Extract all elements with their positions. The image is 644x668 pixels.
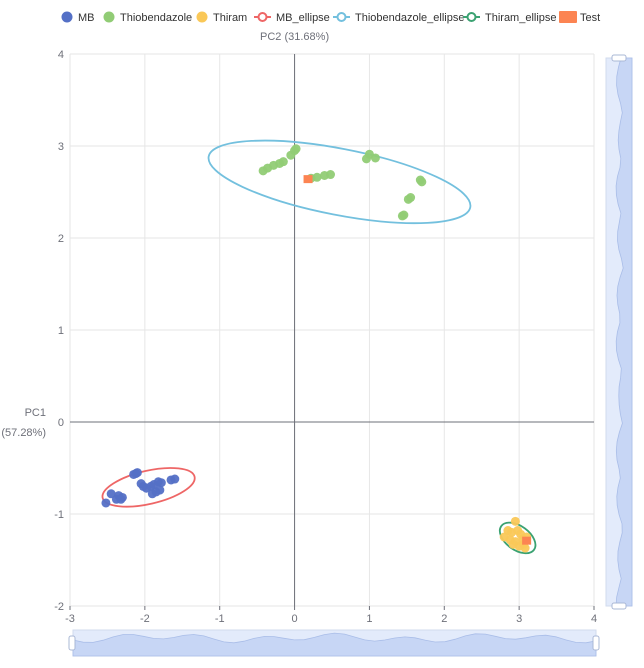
x-tick-label: 0 xyxy=(292,613,298,625)
y-tick-label: 1 xyxy=(58,325,64,337)
legend-label: MB xyxy=(78,12,95,24)
legend-item-test[interactable]: Test xyxy=(559,11,600,24)
data-point-thiram[interactable] xyxy=(510,516,520,526)
y-axis-title: PC2 (31.68%) xyxy=(260,31,329,43)
y-zoom-shadow xyxy=(615,57,633,607)
data-point-test[interactable] xyxy=(303,175,313,184)
legend-marker-dot xyxy=(336,12,347,22)
data-zoom-sliders[interactable] xyxy=(68,54,633,657)
legend-item-thiobendazole[interactable]: Thiobendazole xyxy=(103,11,193,25)
legend-label: Thiobendazole xyxy=(120,12,192,24)
y-tick-label: 2 xyxy=(58,233,64,245)
y-tick-label: 4 xyxy=(58,49,64,61)
data-point-mb[interactable] xyxy=(129,469,139,479)
x-tick-label: -1 xyxy=(215,613,225,625)
legend-label: Test xyxy=(580,12,600,24)
thiobendazole-ellipse xyxy=(207,139,472,225)
data-point-mb[interactable] xyxy=(101,498,111,508)
data-point-mb[interactable] xyxy=(156,478,166,488)
x-tick-label: 1 xyxy=(366,613,372,625)
data-point-thiram[interactable] xyxy=(520,543,530,553)
data-point-test[interactable] xyxy=(522,536,532,545)
y-tick-label: -1 xyxy=(54,509,64,521)
legend: MB Thiobendazole Thiram MB_ellipse Thiobenda… xyxy=(61,11,600,25)
x-axis-title-percent: (57.28%) xyxy=(1,427,46,439)
data-point-thiobendazole[interactable] xyxy=(417,177,427,187)
x-zoom-shadow xyxy=(72,632,597,657)
x-tick-label: 4 xyxy=(591,613,597,625)
data-point-mb[interactable] xyxy=(116,494,126,504)
x-tick-label: 2 xyxy=(441,613,447,625)
data-point-thiobendazole[interactable] xyxy=(278,157,288,167)
mb-ellipse xyxy=(101,467,196,508)
legend-marker-dot xyxy=(466,12,477,22)
data-point-mb[interactable] xyxy=(170,474,180,484)
data-point-thiobendazole[interactable] xyxy=(406,193,416,203)
legend-marker-circle xyxy=(61,11,73,23)
x-zoom-handle-left[interactable] xyxy=(68,635,76,651)
y-zoom-handle-bottom[interactable] xyxy=(611,602,627,610)
x-tick-label: -2 xyxy=(140,613,150,625)
x-tick-label: -3 xyxy=(65,613,75,625)
legend-item-thiram[interactable]: Thiram xyxy=(196,11,248,25)
data-point-thiobendazole[interactable] xyxy=(370,153,380,163)
y-zoom-handle-top[interactable] xyxy=(611,54,627,62)
y-tick-label: -2 xyxy=(54,601,64,613)
y-tick-label: 3 xyxy=(58,141,64,153)
data-point-thiobendazole[interactable] xyxy=(291,144,301,154)
legend-marker-circle xyxy=(196,11,208,23)
ellipses xyxy=(101,139,537,555)
data-points xyxy=(101,144,532,553)
y-tick-label: 0 xyxy=(58,417,64,429)
legend-marker-circle xyxy=(103,11,115,23)
data-point-thiobendazole[interactable] xyxy=(312,172,322,182)
data-point-mb[interactable] xyxy=(155,485,165,495)
legend-item-thiram-ellipse[interactable]: Thiram_ellipse xyxy=(463,12,557,24)
legend-label: Thiram xyxy=(213,12,247,24)
x-tick-label: 3 xyxy=(516,613,522,625)
legend-label: Thiram_ellipse xyxy=(485,12,557,24)
legend-marker-dot xyxy=(257,12,268,22)
legend-item-thiobendazole-ellipse[interactable]: Thiobendazole_ellipse xyxy=(333,12,464,24)
legend-item-mb-ellipse[interactable]: MB_ellipse xyxy=(254,12,330,24)
x-zoom-handle-right[interactable] xyxy=(592,635,600,651)
legend-label: MB_ellipse xyxy=(276,12,330,24)
legend-item-mb[interactable]: MB xyxy=(61,11,95,25)
x-axis-title: PC1 xyxy=(25,407,46,419)
legend-label: Thiobendazole_ellipse xyxy=(355,12,464,24)
data-point-thiobendazole[interactable] xyxy=(399,210,409,220)
data-point-thiobendazole[interactable] xyxy=(326,170,336,180)
legend-marker-rect xyxy=(559,11,577,23)
